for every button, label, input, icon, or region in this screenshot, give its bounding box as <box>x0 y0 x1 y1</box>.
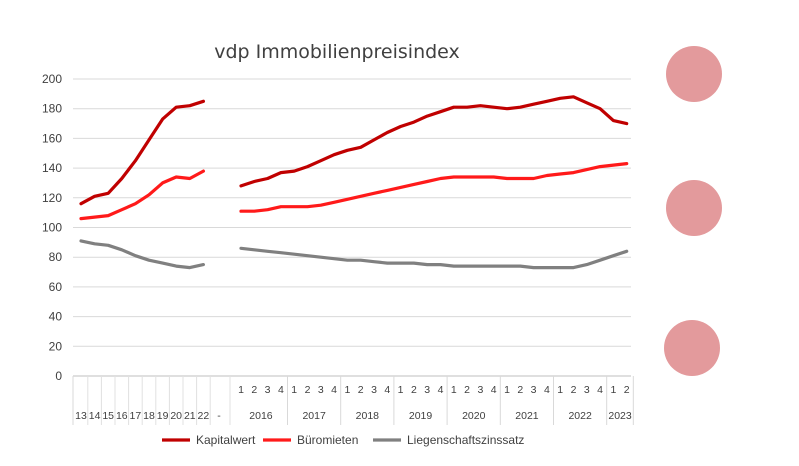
x-year-label: 2016 <box>249 410 273 422</box>
x-tick-label-quarter: 2 <box>571 384 577 396</box>
y-tick-label: 140 <box>42 161 62 175</box>
x-tick-label-annual: 14 <box>89 410 101 422</box>
x-tick-label-quarter: 4 <box>278 384 284 396</box>
x-year-label: 2019 <box>409 410 433 422</box>
x-tick-label-quarter: 4 <box>384 384 390 396</box>
x-tick-label-annual: 20 <box>170 410 182 422</box>
chart-title: vdp Immobilienpreisindex <box>214 41 460 63</box>
x-tick-label-annual: 15 <box>102 410 114 422</box>
x-year-label: 2022 <box>568 410 592 422</box>
x-tick-label-quarter: 4 <box>544 384 550 396</box>
x-tick-label-quarter: 2 <box>251 384 257 396</box>
x-tick-label-annual: 17 <box>130 410 142 422</box>
y-axis-tick-labels: 0 20 40 60 80 100 120 140 160 180 200 <box>42 72 62 383</box>
x-tick-label-quarter: 2 <box>624 384 630 396</box>
legend: Kapitalwert Büromieten Liegenschaftszinssa… <box>162 433 524 447</box>
series-line-annual-1 <box>79 169 205 221</box>
x-tick-label-annual: 18 <box>143 410 155 422</box>
x-year-label: 2018 <box>356 410 380 422</box>
y-tick-label: 160 <box>42 131 62 145</box>
x-tick-label-quarter: 2 <box>305 384 311 396</box>
decorative-circle-bottom <box>664 320 720 376</box>
x-tick-label-quarter: 1 <box>344 384 350 396</box>
x-tick-label-quarter: 4 <box>331 384 337 396</box>
x-tick-label-quarter: 4 <box>597 384 603 396</box>
decorative-circle-middle <box>666 180 722 236</box>
x-tick-label-quarter: 3 <box>318 384 324 396</box>
x-tick-label-annual: 16 <box>116 410 128 422</box>
series-line-annual-2 <box>79 239 205 270</box>
x-tick-label-quarter: 1 <box>451 384 457 396</box>
x-tick-label-quarter: 1 <box>291 384 297 396</box>
x-tick-label-quarter: 1 <box>557 384 563 396</box>
legend-label: Liegenschaftszinssatz <box>407 433 524 447</box>
y-tick-label: 200 <box>42 72 62 86</box>
x-axis: 13 14 15 16 17 18 19 20 21 22 -1 2 3 4 1 2 3 4 1 2 3 4 1 2 3 4 1 2 3… <box>72 376 634 425</box>
x-tick-label-quarter: 1 <box>398 384 404 396</box>
x-tick-label-quarter: 4 <box>438 384 444 396</box>
x-tick-label-annual: 19 <box>157 410 169 422</box>
x-tick-label-quarter: 4 <box>491 384 497 396</box>
y-tick-label: 60 <box>49 280 63 294</box>
gridlines <box>73 78 631 377</box>
y-tick-label: 100 <box>42 221 62 235</box>
x-year-label: 2021 <box>515 410 539 422</box>
series-line-quarterly-0 <box>239 95 629 188</box>
series-line-quarterly-2 <box>239 246 629 270</box>
x-year-label: 2023 <box>608 410 632 422</box>
x-year-label: 2020 <box>462 410 486 422</box>
x-tick-label-quarter: 3 <box>477 384 483 396</box>
x-tick-label-quarter: 3 <box>371 384 377 396</box>
y-tick-label: 180 <box>42 102 62 116</box>
x-tick-label-quarter: 1 <box>610 384 616 396</box>
x-tick-label-quarter: 3 <box>265 384 271 396</box>
legend-label: Kapitalwert <box>196 433 256 447</box>
y-tick-label: 80 <box>49 250 63 264</box>
x-tick-label-quarter: 1 <box>504 384 510 396</box>
x-tick-label-annual: 21 <box>184 410 196 422</box>
legend-label: Büromieten <box>297 433 358 447</box>
y-tick-label: 40 <box>49 310 63 324</box>
x-tick-label-quarter: 2 <box>358 384 364 396</box>
x-tick-label-quarter: 3 <box>584 384 590 396</box>
series-line-quarterly-1 <box>239 162 629 213</box>
x-tick-label-quarter: 3 <box>531 384 537 396</box>
series-lines <box>79 95 629 270</box>
x-tick-label-quarter: 2 <box>517 384 523 396</box>
y-tick-label: 20 <box>49 339 63 353</box>
x-tick-label-quarter: 1 <box>238 384 244 396</box>
y-tick-label: 120 <box>42 191 62 205</box>
x-tick-label-quarter: 2 <box>464 384 470 396</box>
x-tick-label-annual: 13 <box>75 410 87 422</box>
x-tick-label-annual: 22 <box>198 410 210 422</box>
x-tick-label-quarter: 2 <box>411 384 417 396</box>
series-line-annual-0 <box>79 99 205 206</box>
x-year-label: 2017 <box>302 410 326 422</box>
decorative-circle-top <box>666 46 722 102</box>
y-tick-label: 0 <box>55 369 62 383</box>
x-gap-label: - <box>217 410 221 422</box>
x-tick-label-quarter: 3 <box>424 384 430 396</box>
